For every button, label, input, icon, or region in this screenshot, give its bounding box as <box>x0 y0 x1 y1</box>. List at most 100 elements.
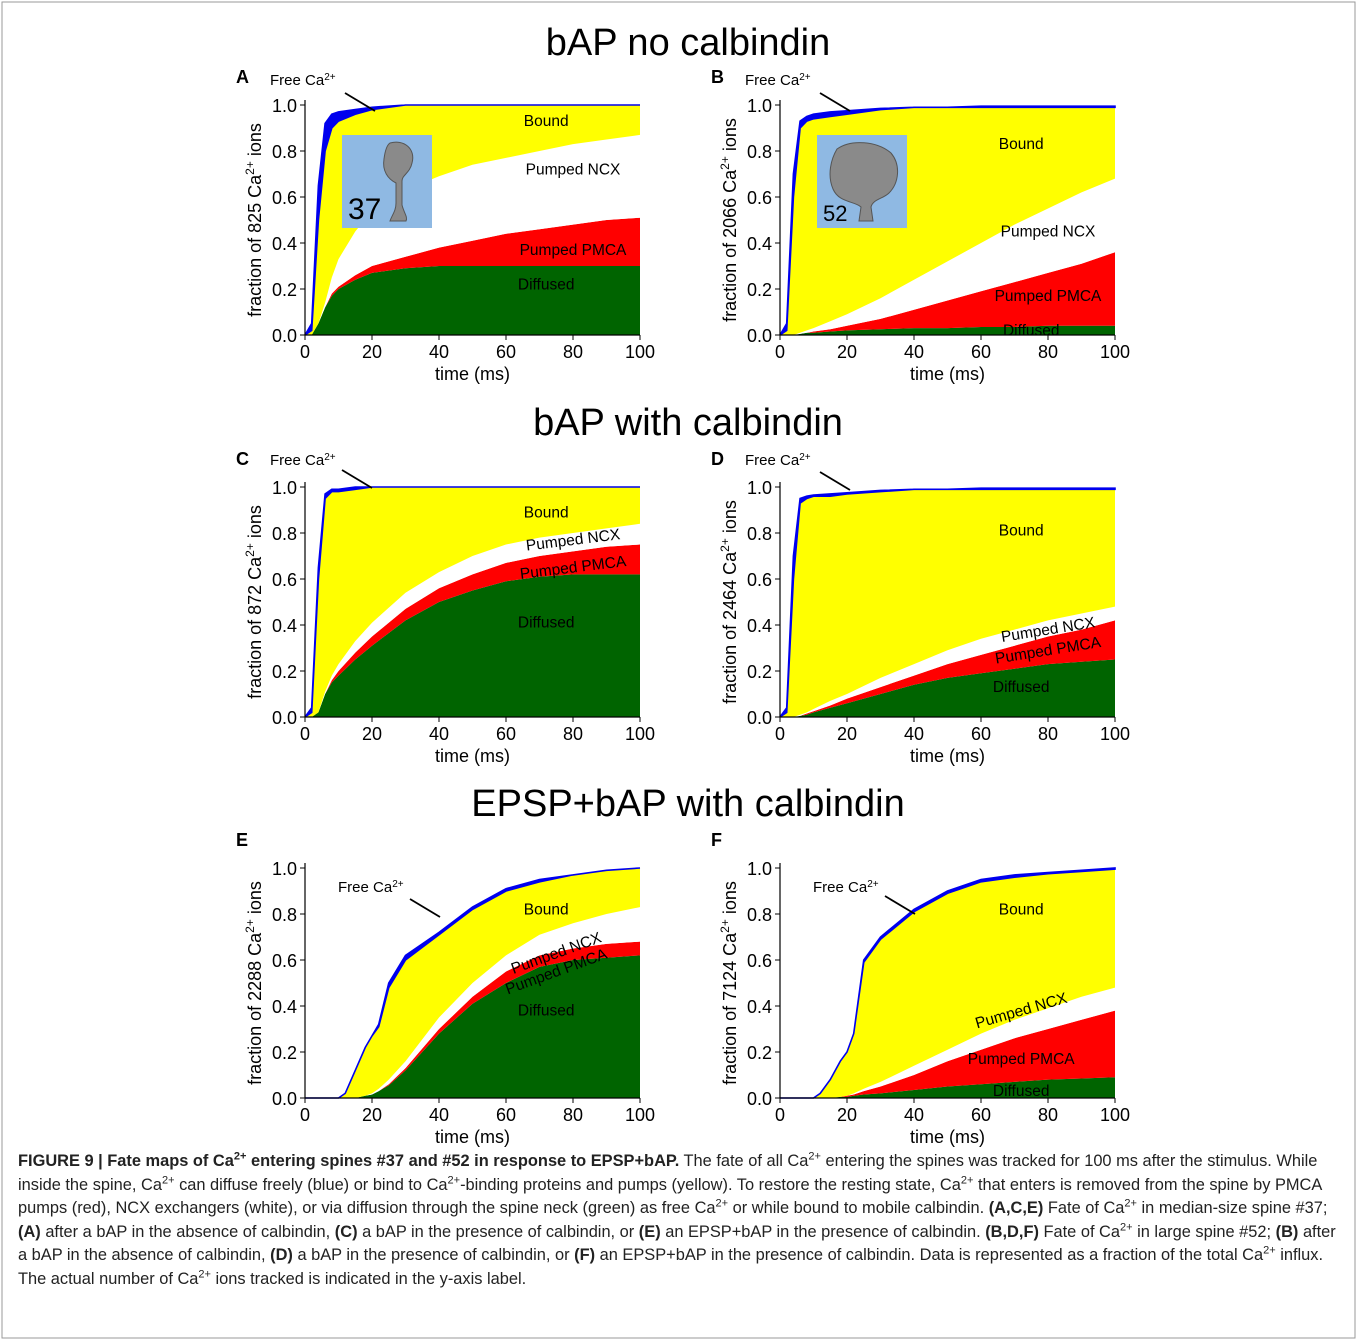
caption-text: influx. The actual number of Ca <box>18 1246 1324 1288</box>
series-label: Pumped NCX <box>526 161 621 178</box>
series-label-part: 2+ <box>324 452 336 463</box>
series-label: Bound <box>999 901 1044 918</box>
x-tick-label: 40 <box>904 1105 924 1125</box>
inset-label: 37 <box>348 193 381 226</box>
y-tick-label: 0.4 <box>272 616 297 636</box>
area-free-ca <box>304 104 640 336</box>
section-title: EPSP+bAP with calbindin <box>471 783 904 825</box>
x-tick-label: 60 <box>971 724 991 744</box>
x-tick-label: 20 <box>362 1105 382 1125</box>
y-axis-label-part: fraction of 2288 Ca <box>245 932 265 1085</box>
y-axis-label: fraction of 2288 Ca2+ ions <box>243 881 265 1085</box>
y-tick-label: 0.2 <box>272 1043 297 1063</box>
inset-label: 52 <box>823 201 847 226</box>
area-pumped-pmca <box>305 544 640 717</box>
area-diffused <box>305 955 640 1098</box>
y-tick-label: 0.0 <box>747 1089 772 1109</box>
y-axis-label-part: fraction of 2464 Ca <box>720 551 740 704</box>
series-label-part: 2+ <box>799 452 811 463</box>
caption-text: after a bAP in the absence of calbindin, <box>40 1222 335 1241</box>
series-label: Free Ca2+ <box>745 72 811 90</box>
caption-text: Fate of Ca <box>1043 1199 1125 1217</box>
series-label: Free Ca2+ <box>813 879 879 897</box>
area-free-ca <box>305 867 641 1099</box>
x-tick-label: 80 <box>1038 342 1058 362</box>
caption-text: 2+ <box>1124 1197 1137 1210</box>
y-tick-label: 0.4 <box>272 234 297 254</box>
caption-text: in large spine #52; <box>1132 1222 1276 1241</box>
x-tick-label: 60 <box>496 342 516 362</box>
series-label-part: Free Ca <box>745 452 800 469</box>
x-tick-label: 80 <box>1038 724 1058 744</box>
y-tick-label: 0.6 <box>747 570 772 590</box>
caption-text: ions tracked is indicated in the y-axis … <box>210 1269 527 1288</box>
area-pumped-ncx <box>305 907 640 1098</box>
area-diffused <box>780 325 1115 335</box>
series-label-part: Free Ca <box>270 72 325 89</box>
x-axis-label: time (ms) <box>910 1127 985 1147</box>
y-axis-label-part: ions <box>720 118 740 156</box>
y-tick-label: 0.2 <box>272 662 297 682</box>
y-tick-label: 0.0 <box>747 326 772 346</box>
area-diffused <box>305 266 640 335</box>
y-axis-label: fraction of 2464 Ca2+ ions <box>718 500 740 704</box>
caption-text: 2+ <box>715 1197 729 1210</box>
y-tick-label: 0.6 <box>272 188 297 208</box>
y-tick-label: 0.8 <box>747 905 772 925</box>
panel-label: C <box>236 449 249 469</box>
caption-text: 2+ <box>960 1174 974 1187</box>
caption-text: (B,D,F) <box>985 1222 1039 1241</box>
y-axis-label-part: fraction of 2066 Ca <box>720 169 740 322</box>
series-label: Bound <box>999 523 1044 540</box>
y-axis-label: fraction of 2066 Ca2+ ions <box>718 118 740 322</box>
series-label: Free Ca2+ <box>270 452 336 470</box>
x-tick-label: 60 <box>971 1105 991 1125</box>
caption-text: 2+ <box>198 1268 211 1281</box>
y-tick-label: 0.4 <box>747 234 772 254</box>
x-tick-label: 100 <box>625 342 655 362</box>
panel-label: A <box>236 67 249 87</box>
x-axis-label: time (ms) <box>435 364 510 384</box>
leader-line <box>884 895 916 915</box>
caption-text: -binding proteins and pumps (yellow). To… <box>460 1175 961 1194</box>
area-free-ca <box>304 486 640 718</box>
area-free-ca <box>779 105 1116 336</box>
y-axis-label-part: fraction of 872 Ca <box>245 556 265 699</box>
area-pumped-ncx <box>305 134 640 335</box>
leader-line <box>819 471 851 491</box>
series-label: Free Ca2+ <box>270 72 336 90</box>
caption-text: after a bAP in the absence of calbindin, <box>18 1222 1336 1265</box>
caption-text: a bAP in the presence of calbindin, or <box>357 1222 639 1241</box>
leader-line <box>344 92 376 112</box>
x-tick-label: 20 <box>837 342 857 362</box>
x-tick-label: 0 <box>300 342 310 362</box>
y-axis-label-part: fraction of 7124 Ca <box>720 932 740 1085</box>
caption-text: 2+ <box>447 1174 461 1187</box>
x-tick-label: 100 <box>1100 342 1130 362</box>
y-tick-label: 0.0 <box>272 1089 297 1109</box>
caption-text: (A) <box>18 1222 41 1241</box>
y-tick-label: 0.6 <box>272 951 297 971</box>
x-tick-label: 40 <box>904 724 924 744</box>
y-tick-label: 0.6 <box>272 570 297 590</box>
x-tick-label: 100 <box>625 1105 655 1125</box>
y-axis-label-part: 2+ <box>718 156 732 170</box>
y-tick-label: 0.8 <box>272 905 297 925</box>
y-axis-label-part: 2+ <box>718 919 732 933</box>
leader-line <box>409 898 441 918</box>
series-label: Diffused <box>1003 322 1060 339</box>
y-tick-label: 0.6 <box>747 951 772 971</box>
y-tick-label: 0.4 <box>747 616 772 636</box>
caption: FIGURE 9 | Fate maps of Ca2+ entering sp… <box>18 1150 1340 1291</box>
caption-text: (D) <box>270 1246 293 1264</box>
y-tick-label: 1.0 <box>747 96 772 116</box>
x-tick-label: 0 <box>775 342 785 362</box>
y-axis-label: fraction of 872 Ca2+ ions <box>243 505 265 699</box>
caption-text: 2+ <box>161 1174 175 1187</box>
series-label: Free Ca2+ <box>745 452 811 470</box>
y-tick-label: 0.8 <box>747 142 772 162</box>
series-label: Bound <box>999 136 1044 153</box>
series-label-part: 2+ <box>324 72 336 83</box>
